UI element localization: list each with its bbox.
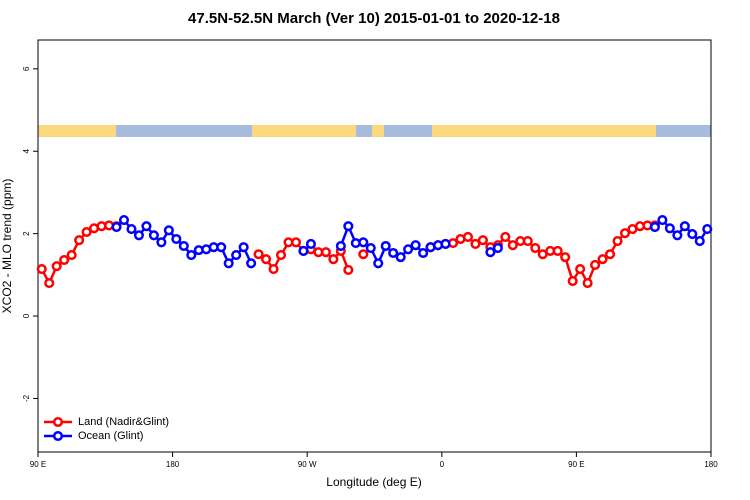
y-tick-label: 4	[22, 148, 31, 153]
data-point	[358, 249, 369, 260]
data-point	[649, 221, 660, 233]
data-point	[403, 244, 414, 255]
data-point	[335, 240, 346, 252]
x-tick-label: 90 E	[30, 460, 46, 469]
data-point	[51, 261, 62, 272]
data-point	[290, 237, 302, 248]
land-band	[38, 125, 116, 137]
data-point	[118, 214, 130, 226]
data-point	[365, 243, 376, 254]
data-point	[171, 233, 182, 245]
legend-label: Land (Nadir&Glint)	[78, 416, 169, 428]
data-point	[231, 250, 242, 261]
data-point	[612, 236, 623, 247]
data-point	[163, 225, 174, 236]
x-tick-label: 90 W	[298, 460, 317, 469]
data-point	[36, 264, 47, 275]
data-point	[261, 254, 272, 265]
y-tick-label: 2	[22, 231, 31, 236]
data-point	[530, 243, 541, 254]
y-tick-label: 6	[22, 66, 31, 71]
data-point	[275, 250, 287, 261]
data-point	[462, 231, 474, 242]
data-point	[657, 214, 668, 226]
data-point	[440, 238, 451, 249]
data-point	[343, 221, 354, 232]
land-ocean-strip	[38, 125, 711, 137]
x-axis-label: Longitude (deg E)	[326, 475, 421, 489]
data-point	[590, 259, 601, 271]
data-point	[253, 249, 264, 260]
data-point	[605, 249, 616, 260]
data-point	[664, 223, 675, 234]
data-point	[305, 238, 316, 249]
data-point	[81, 226, 92, 238]
legend-marker	[52, 430, 64, 442]
data-point	[567, 275, 578, 287]
data-point	[156, 237, 167, 248]
data-point	[702, 224, 713, 235]
land-band	[372, 125, 384, 137]
data-point	[500, 231, 511, 242]
data-point	[186, 250, 197, 261]
data-point	[485, 247, 496, 258]
data-point	[492, 243, 503, 254]
x-tick-label: 180	[166, 460, 180, 469]
data-point	[418, 247, 429, 259]
data-point	[410, 240, 421, 251]
data-point	[216, 242, 227, 253]
data-point	[582, 278, 593, 289]
data-point	[507, 240, 518, 251]
plot-frame	[37, 39, 712, 453]
data-point	[59, 254, 70, 266]
legend-marker	[52, 416, 64, 428]
data-point	[238, 242, 249, 253]
data-point	[619, 228, 631, 239]
data-point	[522, 236, 533, 247]
data-point	[126, 224, 137, 235]
data-point	[477, 235, 488, 246]
series	[111, 214, 713, 269]
data-point	[560, 252, 571, 263]
data-point	[298, 245, 309, 256]
land-band	[432, 125, 656, 137]
data-point	[178, 240, 189, 252]
data-point	[470, 238, 481, 249]
data-point	[111, 221, 122, 233]
data-point	[575, 264, 586, 275]
data-point	[358, 237, 369, 248]
data-point	[66, 250, 77, 261]
legend-label: Ocean (Glint)	[78, 430, 143, 442]
data-point	[552, 245, 563, 256]
x-tick-label: 180	[704, 460, 718, 469]
data-point	[268, 264, 279, 275]
y-tick-label: -2	[22, 394, 31, 402]
data-point	[133, 230, 144, 241]
data-point	[687, 229, 698, 240]
data-point	[343, 264, 354, 275]
data-point	[395, 252, 406, 263]
data-point	[246, 258, 257, 269]
x-tick-label: 0	[440, 460, 445, 469]
data-point	[373, 258, 384, 269]
chart-title: 47.5N-52.5N March (Ver 10) 2015-01-01 to…	[188, 10, 560, 27]
data-point	[597, 254, 608, 265]
data-point	[74, 235, 85, 246]
data-point	[679, 221, 690, 232]
data-point	[223, 258, 234, 269]
y-axis-label: XCO2 - MLO trend (ppm)	[0, 179, 14, 314]
data-point	[380, 240, 391, 252]
data-point	[388, 247, 399, 259]
data-point	[148, 230, 159, 241]
x-tick-label: 90 E	[568, 460, 584, 469]
data-point	[141, 221, 152, 232]
data-point	[320, 247, 331, 258]
data-point	[694, 236, 705, 247]
y-tick-label: 0	[22, 313, 31, 318]
data-point	[328, 254, 339, 265]
data-point	[44, 278, 55, 289]
data-point	[672, 230, 683, 241]
land-band	[252, 125, 356, 137]
